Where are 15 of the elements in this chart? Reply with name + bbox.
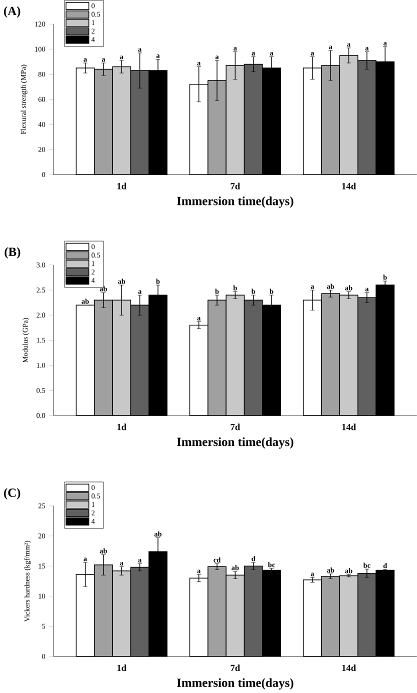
x-tick-label: 1d — [117, 424, 126, 430]
x-axis-title: Immersion time(days) — [176, 437, 294, 449]
x-tick-label: 14d — [342, 424, 356, 430]
x-tick-label: 7d — [230, 182, 240, 190]
x-tick-label: 1d — [117, 182, 126, 190]
x-tick-label: 7d — [230, 664, 240, 672]
x-axis-title: Immersion time(days) — [176, 678, 294, 690]
chart-title: (C) — [4, 488, 20, 500]
chart-title: (B) — [4, 247, 20, 259]
x-tick-label: 14d — [342, 182, 356, 190]
chart-title: (A) — [4, 6, 20, 18]
x-tick-label: 1d — [117, 664, 126, 672]
x-tick-label: 7d — [230, 424, 240, 430]
x-axis-title: Immersion time(days) — [176, 196, 294, 208]
x-tick-label: 14d — [342, 664, 356, 672]
